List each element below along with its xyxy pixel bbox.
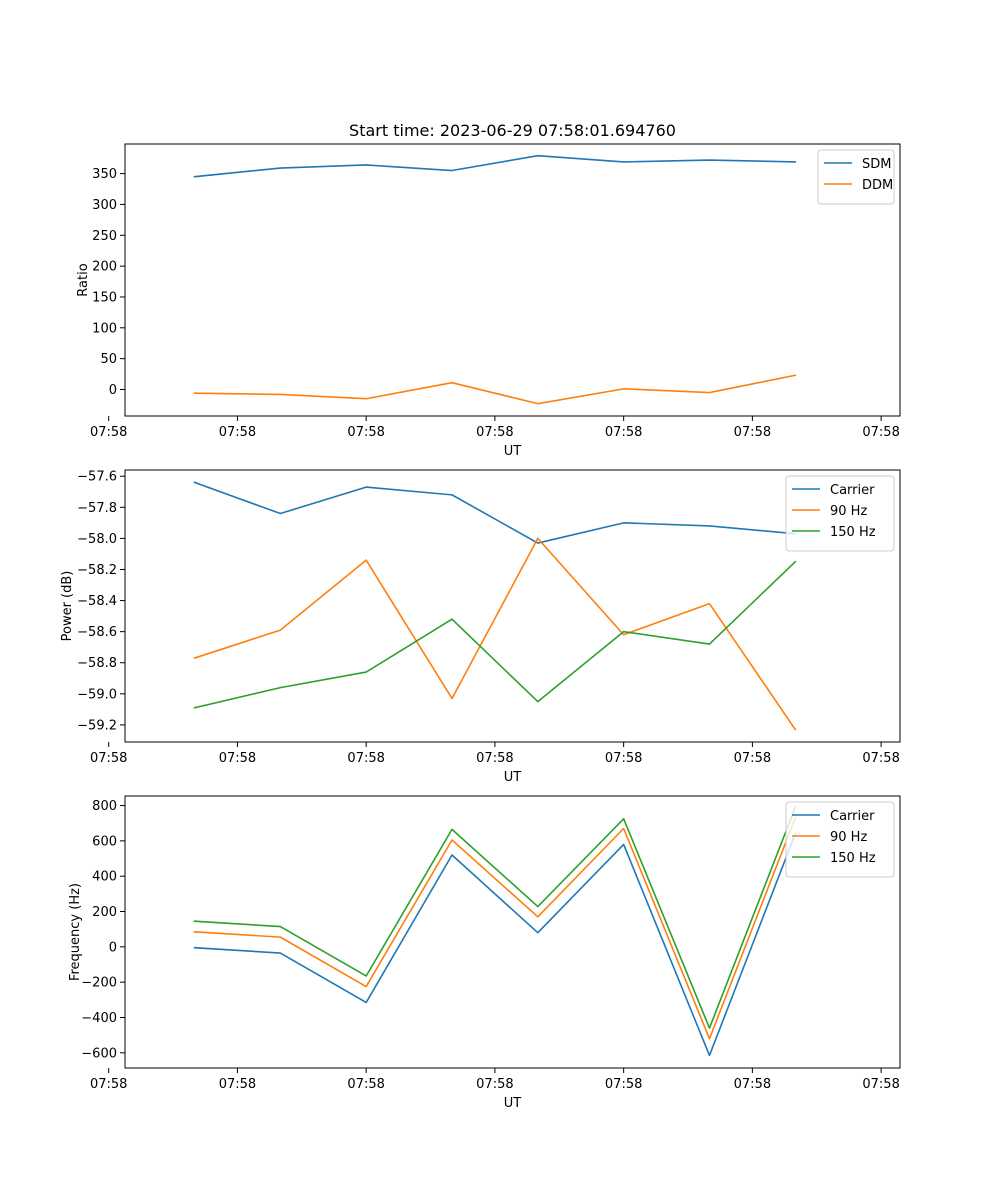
y-tick-label: −59.2 <box>77 718 117 733</box>
y-tick-label: −59.0 <box>77 687 117 702</box>
x-tick-label: 07:58 <box>605 1077 642 1092</box>
x-tick-label: 07:58 <box>347 425 384 440</box>
legend-label: Carrier <box>830 483 875 498</box>
y-tick-label: −58.6 <box>77 625 117 640</box>
panels: 07:58 07:58 07:58 07:58 07:58 07:58 07:58 0 50 10… <box>60 143 901 1111</box>
x-tick-label: 07:58 <box>90 425 127 440</box>
y-tick-label: 300 <box>92 198 117 213</box>
y-axis-label: Power (dB) <box>60 571 75 642</box>
x-tick-label: 07:58 <box>734 425 771 440</box>
y-tick-label: −58.8 <box>77 656 117 671</box>
y-tick-label: 50 <box>100 352 117 367</box>
x-tick-label: 07:58 <box>347 1077 384 1092</box>
x-axis-label: UT <box>504 1096 522 1111</box>
x-tick-label: 07:58 <box>476 751 513 766</box>
legend: Carrier 90 Hz 150 Hz <box>785 801 895 878</box>
plot-frame <box>124 469 901 743</box>
series-line-90-hz <box>193 816 797 1040</box>
x-tick-label: 07:58 <box>90 751 127 766</box>
y-tick-label: −58.0 <box>77 532 117 547</box>
y-tick-label: −600 <box>81 1046 117 1061</box>
y-tick-label: −200 <box>81 976 117 991</box>
plot-frame <box>124 795 901 1069</box>
legend-label: 150 Hz <box>830 525 876 540</box>
series-line-carrier <box>193 832 797 1057</box>
x-tick-label: 07:58 <box>219 751 256 766</box>
legend-label: Carrier <box>830 809 875 824</box>
legend-box <box>785 801 895 878</box>
series-layer <box>193 154 797 405</box>
y-tick-label: −57.8 <box>77 501 117 516</box>
y-tick-label: 600 <box>92 834 117 849</box>
series-line-ddm <box>193 374 797 405</box>
x-tick-label: 07:58 <box>734 751 771 766</box>
y-tick-label: 200 <box>92 260 117 275</box>
y-tick-label: 100 <box>92 321 117 336</box>
y-tick-label: −58.2 <box>77 563 117 578</box>
subplot-1: 07:58 07:58 07:58 07:58 07:58 07:58 07:58 0 50 10… <box>76 143 901 459</box>
x-axis-label: UT <box>504 444 522 459</box>
x-tick-label: 07:58 <box>219 425 256 440</box>
y-tick-label: 350 <box>92 167 117 182</box>
series-layer <box>193 481 797 731</box>
x-tick-label: 07:58 <box>862 751 899 766</box>
legend-label: 90 Hz <box>830 504 867 519</box>
y-tick-label: 400 <box>92 870 117 885</box>
x-tick-label: 07:58 <box>476 425 513 440</box>
y-tick-label: 800 <box>92 799 117 814</box>
series-line-sdm <box>193 154 797 178</box>
legend-box <box>785 475 895 552</box>
y-tick-label: −400 <box>81 1011 117 1026</box>
x-tick-label: 07:58 <box>605 751 642 766</box>
legend: Carrier 90 Hz 150 Hz <box>785 475 895 552</box>
y-axis-label: Ratio <box>76 263 91 296</box>
y-tick-label: 250 <box>92 229 117 244</box>
plot-frame <box>124 143 901 417</box>
legend-label: SDM <box>862 157 891 172</box>
subplot-2: 07:58 07:58 07:58 07:58 07:58 07:58 07:58 −59.2… <box>60 469 901 785</box>
y-tick-label: −58.4 <box>77 594 117 609</box>
y-tick-label: 200 <box>92 905 117 920</box>
x-tick-label: 07:58 <box>734 1077 771 1092</box>
y-tick-label: 0 <box>109 940 117 955</box>
x-tick-label: 07:58 <box>347 751 384 766</box>
x-tick-label: 07:58 <box>605 425 642 440</box>
figure-title: Start time: 2023-06-29 07:58:01.694760 <box>349 121 676 140</box>
legend-label: DDM <box>862 178 893 193</box>
legend-label: 150 Hz <box>830 851 876 866</box>
series-line-carrier <box>193 481 797 544</box>
series-line-150-hz <box>193 806 797 1029</box>
series-line-150-hz <box>193 560 797 709</box>
subplot-3: 07:58 07:58 07:58 07:58 07:58 07:58 07:58 −600 −… <box>68 795 901 1111</box>
x-tick-label: 07:58 <box>476 1077 513 1092</box>
legend: SDM DDM <box>817 149 895 205</box>
x-tick-label: 07:58 <box>862 1077 899 1092</box>
x-tick-label: 07:58 <box>862 425 899 440</box>
x-tick-label: 07:58 <box>219 1077 256 1092</box>
legend-label: 90 Hz <box>830 830 867 845</box>
y-axis-label: Frequency (Hz) <box>68 883 83 981</box>
x-tick-label: 07:58 <box>90 1077 127 1092</box>
x-axis-label: UT <box>504 770 522 785</box>
y-tick-label: 150 <box>92 290 117 305</box>
y-tick-label: −57.6 <box>77 470 117 485</box>
series-line-90-hz <box>193 537 797 731</box>
series-layer <box>193 806 797 1057</box>
y-tick-label: 0 <box>109 383 117 398</box>
